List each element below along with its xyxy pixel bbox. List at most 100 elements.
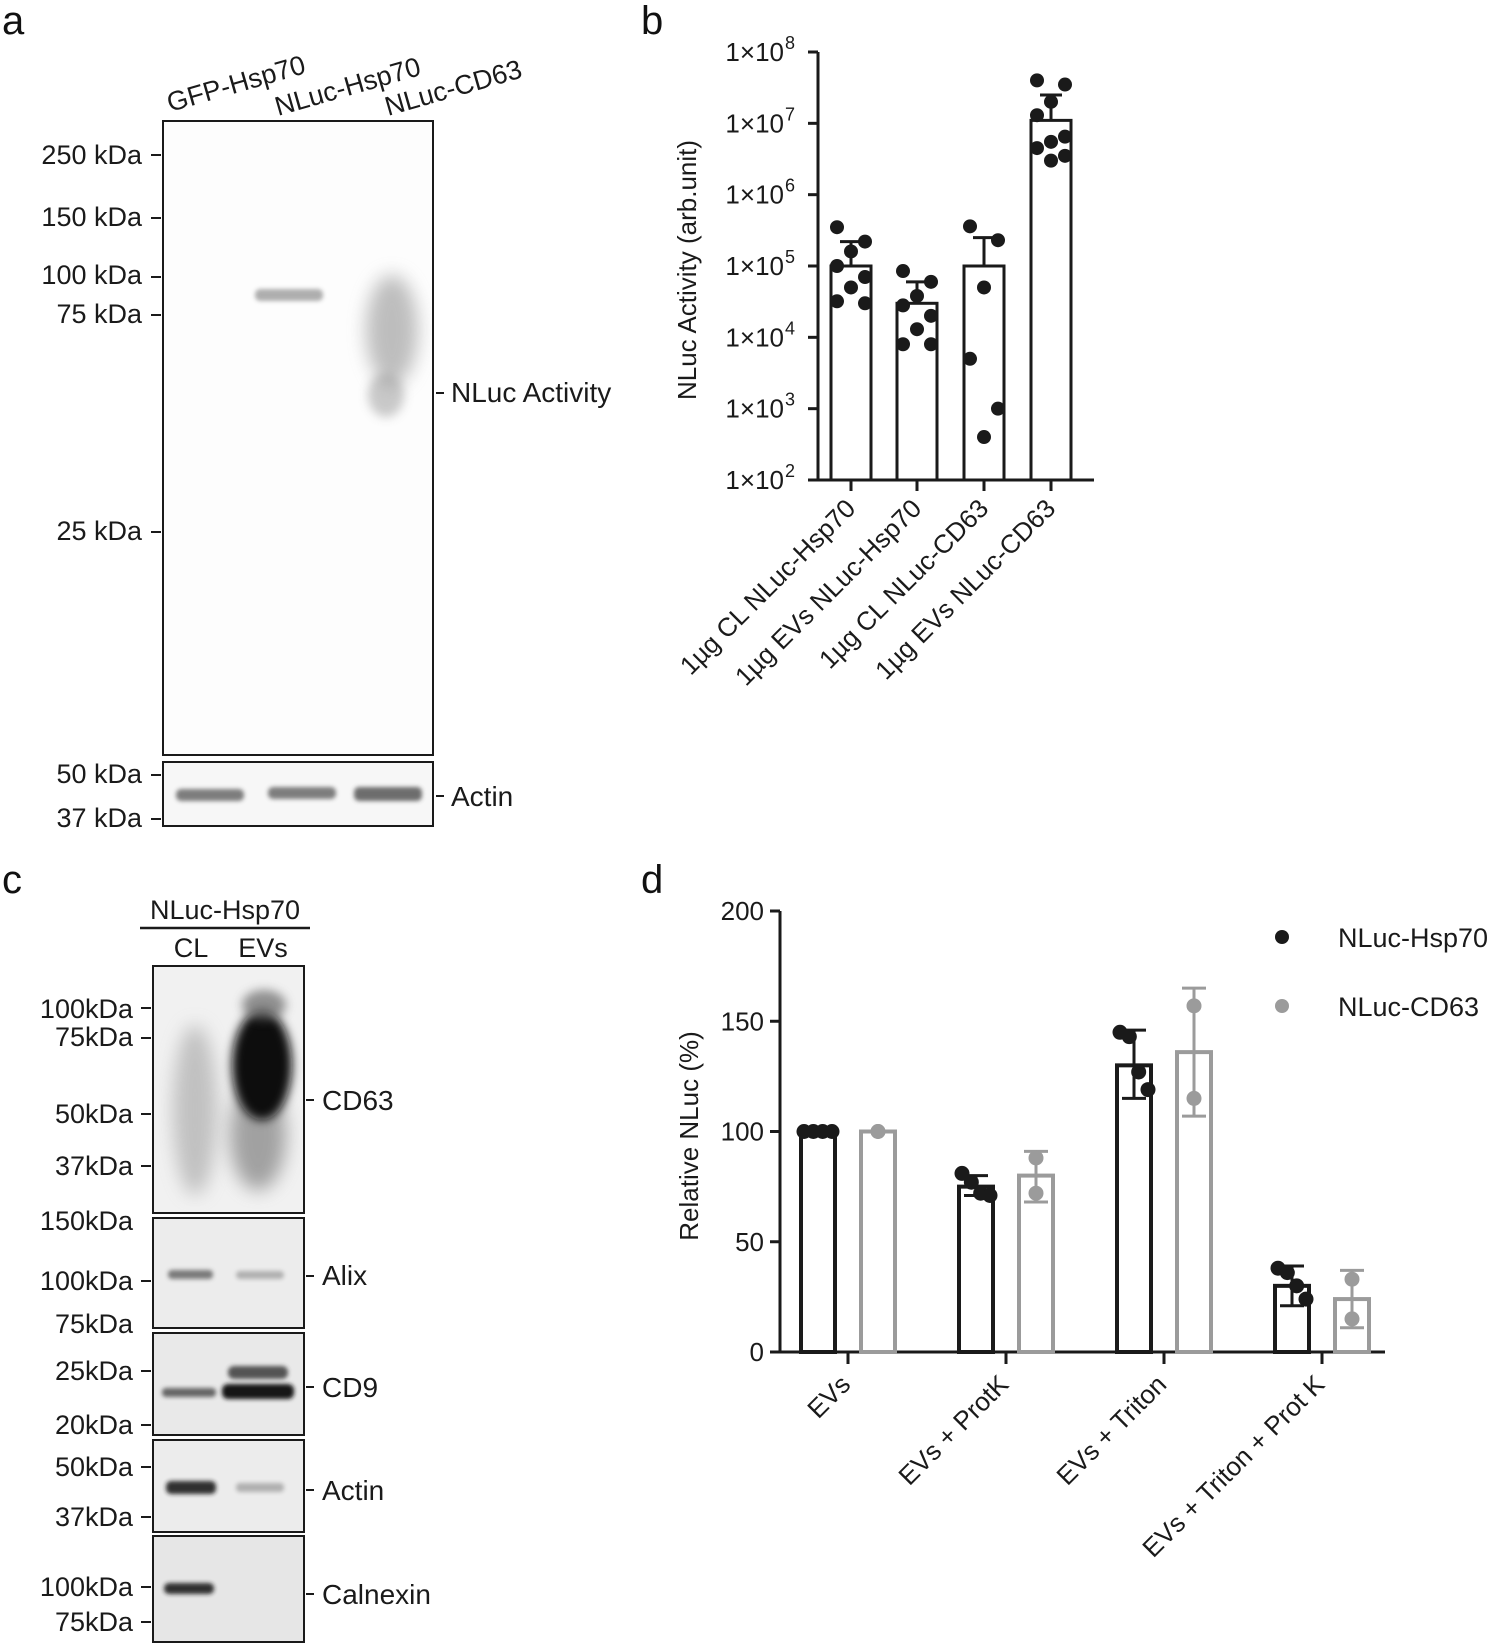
marker-c-cd63-75: 75kDa <box>55 1022 134 1052</box>
band-actin-1 <box>176 789 244 801</box>
blot-label-actin: Actin <box>322 1475 384 1506</box>
panel-letter-c: c <box>2 858 22 902</box>
band-cd9-cl <box>162 1388 216 1397</box>
data-point <box>896 337 910 352</box>
legend-marker-nluc-cd63 <box>1275 999 1289 1013</box>
marker-25: 25 kDa <box>56 516 143 546</box>
data-point <box>824 1124 840 1139</box>
data-point <box>924 337 938 352</box>
y-tick-label: 1×10 <box>725 108 784 138</box>
marker-c-actin-37: 37kDa <box>55 1502 134 1532</box>
lane-label-evs: EVs <box>238 933 288 963</box>
data-point <box>977 430 991 445</box>
x-tick-label: EVs <box>801 1369 856 1424</box>
y-tick-label: 1×10 <box>725 251 784 281</box>
band-alix-cl <box>168 1270 213 1279</box>
markers-c: 100kDa 75kDa 50kDa 37kDa 150kDa 100kDa 7… <box>40 994 151 1637</box>
x-tick-label: EVs + Triton + Prot K <box>1136 1369 1330 1563</box>
bar <box>859 1129 897 1354</box>
blot-a-main <box>162 120 434 756</box>
data-point <box>991 233 1005 248</box>
band-actin-2 <box>268 787 336 799</box>
data-point <box>910 322 924 337</box>
data-point <box>982 1187 998 1203</box>
bar <box>1115 1063 1153 1354</box>
data-point <box>977 280 991 295</box>
marker-c-alix-100: 100kDa <box>40 1266 134 1296</box>
data-point <box>1030 141 1044 156</box>
legend-marker-nluc-hsp70 <box>1275 930 1289 944</box>
y-tick-exponent: 8 <box>785 33 795 53</box>
marker-c-cd63-37: 37kDa <box>55 1151 134 1181</box>
panel-c: c NLuc-Hsp70 CL EVs <box>2 858 431 1643</box>
bar <box>957 1184 995 1354</box>
marker-c-cd63-50: 50kDa <box>55 1099 134 1129</box>
data-point <box>1030 73 1044 88</box>
chart-d: 0 50 100 150 200 EVs EVs + ProtK EVs + TritonEV… <box>721 896 1385 1563</box>
data-point <box>1058 77 1072 92</box>
data-point <box>1030 108 1044 123</box>
legend-label-nluc-cd63: NLuc-CD63 <box>1338 992 1479 1022</box>
band-calnexin-cl <box>164 1583 214 1594</box>
legend-d: NLuc-Hsp70 NLuc-CD63 <box>1275 923 1488 1022</box>
y-tick-exponent: 6 <box>785 176 795 196</box>
y-tick-exponent: 7 <box>785 104 795 124</box>
panel-b: b NLuc Activity (arb.unit) 1×10 21×10 31×1… <box>641 0 1094 691</box>
smear-nluc-cd63-tail <box>368 373 404 417</box>
bar <box>1017 1173 1055 1354</box>
blot-label-cd9: CD9 <box>322 1372 378 1403</box>
marker-37-actin: 37 kDa <box>56 803 143 833</box>
data-point <box>844 280 858 295</box>
marker-c-actin-50: 50kDa <box>55 1452 134 1482</box>
marker-c-alix-75: 75kDa <box>55 1309 134 1339</box>
data-point <box>896 264 910 279</box>
marker-50-actin: 50 kDa <box>56 759 143 789</box>
marker-c-calnexin-75: 75kDa <box>55 1607 134 1637</box>
blot-label-cd63: CD63 <box>322 1085 394 1116</box>
data-point <box>1044 153 1058 168</box>
y-tick-label: 50 <box>735 1227 764 1257</box>
marker-75: 75 kDa <box>56 299 143 329</box>
data-point <box>1058 129 1072 144</box>
data-point <box>1044 94 1058 109</box>
x-tick-label: EVs + Triton <box>1050 1369 1172 1491</box>
blot-label-alix: Alix <box>322 1260 367 1291</box>
data-point <box>830 294 844 309</box>
bar <box>1029 118 1073 482</box>
marker-c-cd9-20: 20kDa <box>55 1410 134 1440</box>
data-point <box>991 401 1005 416</box>
y-tick-exponent: 5 <box>785 247 795 267</box>
panel-letter-b: b <box>641 0 663 43</box>
panel-d: d Relative NLuc (%) 0 50 100 150 200 EVs EVs +… <box>641 858 1488 1563</box>
y-tick-label: 150 <box>721 1006 764 1036</box>
panel-a: a GFP-Hsp70 NLuc-Hsp70 NLuc-CD63 250 kDa… <box>2 0 611 833</box>
legend-label-nluc-hsp70: NLuc-Hsp70 <box>1338 923 1488 953</box>
data-point <box>1298 1291 1314 1307</box>
data-point <box>858 296 872 311</box>
y-tick-label: 1×10 <box>725 322 784 352</box>
blot-label-calnexin: Calnexin <box>322 1579 431 1610</box>
data-point <box>1028 1185 1044 1201</box>
data-point <box>830 259 844 273</box>
marker-c-cd9-25: 25kDa <box>55 1356 134 1386</box>
band-label-actin: Actin <box>451 781 513 812</box>
data-point <box>963 219 977 234</box>
band-cd63-evs-top <box>242 990 286 1020</box>
marker-c-calnexin-100: 100kDa <box>40 1572 134 1602</box>
panel-letter-a: a <box>2 0 25 43</box>
data-point <box>1028 1150 1044 1166</box>
data-point <box>910 288 924 303</box>
data-point <box>1186 1090 1202 1106</box>
band-actin-3 <box>354 787 422 801</box>
group-label-nluc-hsp70: NLuc-Hsp70 <box>150 895 300 925</box>
bar <box>962 264 1006 482</box>
data-point <box>1058 148 1072 163</box>
marker-c-alix-150: 150kDa <box>40 1206 134 1236</box>
band-cd9-evs <box>222 1384 294 1399</box>
data-point <box>1289 1278 1305 1294</box>
data-point <box>870 1124 886 1139</box>
data-point <box>896 298 910 313</box>
data-point <box>1044 134 1058 149</box>
y-tick-exponent: 3 <box>785 390 795 410</box>
